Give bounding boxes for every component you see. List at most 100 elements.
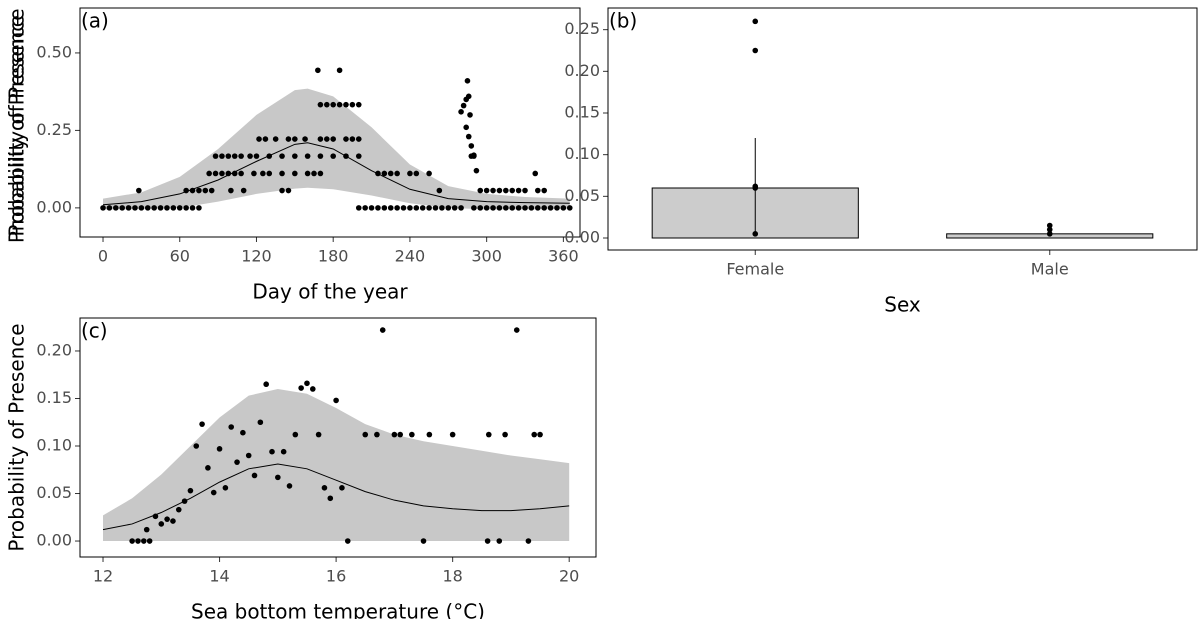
- point: [484, 538, 491, 544]
- point: [317, 136, 324, 142]
- y-tick-label: 0.20: [36, 340, 72, 359]
- point: [304, 153, 311, 159]
- point: [219, 153, 225, 159]
- point: [531, 431, 538, 438]
- point: [496, 187, 503, 194]
- point: [391, 431, 398, 438]
- plot-frame: [79, 7, 581, 238]
- point: [344, 538, 351, 544]
- point: [279, 187, 285, 194]
- point: [413, 205, 420, 211]
- point: [272, 136, 279, 142]
- x-tick-label: Male: [1031, 260, 1069, 279]
- point: [409, 431, 415, 438]
- point: [535, 187, 541, 194]
- y-tick-label: 0.15: [36, 388, 72, 407]
- point: [253, 153, 260, 159]
- point: [238, 170, 244, 177]
- point: [1046, 226, 1053, 233]
- point: [247, 153, 253, 159]
- point: [419, 205, 426, 211]
- point: [355, 101, 362, 108]
- y-tick-label: 0.05: [36, 483, 72, 502]
- point: [432, 205, 439, 211]
- point: [541, 205, 547, 211]
- point: [256, 136, 262, 142]
- point: [238, 153, 244, 159]
- point: [240, 187, 247, 194]
- point: [212, 153, 219, 159]
- point: [471, 205, 477, 211]
- x-tick-label: 120: [241, 247, 272, 266]
- point: [339, 485, 345, 491]
- point: [317, 153, 324, 159]
- point: [210, 489, 217, 496]
- point: [420, 538, 427, 544]
- point: [285, 187, 292, 194]
- point: [222, 485, 229, 491]
- point: [279, 170, 285, 177]
- x-tick-label: 12: [93, 567, 113, 586]
- point: [343, 136, 349, 142]
- point: [146, 538, 153, 544]
- x-tick-label: 16: [326, 567, 346, 586]
- point: [465, 93, 472, 100]
- point: [196, 205, 202, 211]
- point: [132, 205, 138, 211]
- point: [216, 446, 223, 452]
- point: [436, 187, 443, 194]
- point: [426, 205, 432, 211]
- panel: 0.00 0.25 0.50 Probability of Presence Day o…: [5, 7, 581, 304]
- point: [496, 538, 503, 544]
- point: [311, 170, 317, 177]
- y-tick-label: 0.50: [36, 42, 72, 61]
- point: [275, 474, 281, 481]
- point: [483, 205, 490, 211]
- point: [355, 136, 362, 142]
- point: [106, 205, 113, 211]
- point: [477, 205, 484, 211]
- point: [225, 153, 232, 159]
- point: [228, 187, 234, 194]
- x-axis-title: Sea bottom temperature (°C): [191, 600, 485, 619]
- point: [485, 431, 492, 438]
- x-tick-label: 300: [471, 247, 502, 266]
- point: [525, 538, 532, 544]
- point: [144, 205, 151, 211]
- y-tick-label: 0.05: [564, 186, 600, 205]
- point: [458, 205, 464, 211]
- panel: 0.00 0.05 0.10 0.15 0.20 0.25 Probability of P…: [5, 7, 1198, 317]
- point: [304, 170, 311, 177]
- point: [426, 431, 433, 438]
- x-axis-title: Day of the year: [252, 280, 408, 304]
- point: [219, 170, 225, 177]
- point: [317, 170, 324, 177]
- point: [349, 136, 356, 142]
- x-tick-label: 360: [548, 247, 579, 266]
- point: [269, 448, 275, 455]
- point: [317, 101, 324, 108]
- point: [451, 205, 458, 211]
- point: [752, 231, 759, 237]
- point: [113, 205, 119, 211]
- point: [151, 205, 157, 211]
- panel-label: (c): [81, 319, 108, 343]
- point: [560, 205, 567, 211]
- point: [467, 112, 473, 118]
- point: [292, 431, 299, 438]
- panel-label: (a): [81, 9, 109, 33]
- point: [468, 143, 475, 149]
- point: [460, 102, 467, 109]
- y-tick-label: 0.00: [36, 197, 72, 216]
- point: [324, 101, 330, 108]
- confidence-band: [103, 388, 570, 542]
- y-axis-title: Probability of Presence: [5, 323, 29, 551]
- point: [266, 170, 273, 177]
- y-tick-label: 0.00: [36, 531, 72, 550]
- x-axis-title: Sex: [884, 293, 921, 317]
- point: [554, 205, 560, 211]
- point: [193, 443, 200, 449]
- point: [426, 170, 432, 177]
- point: [381, 170, 388, 177]
